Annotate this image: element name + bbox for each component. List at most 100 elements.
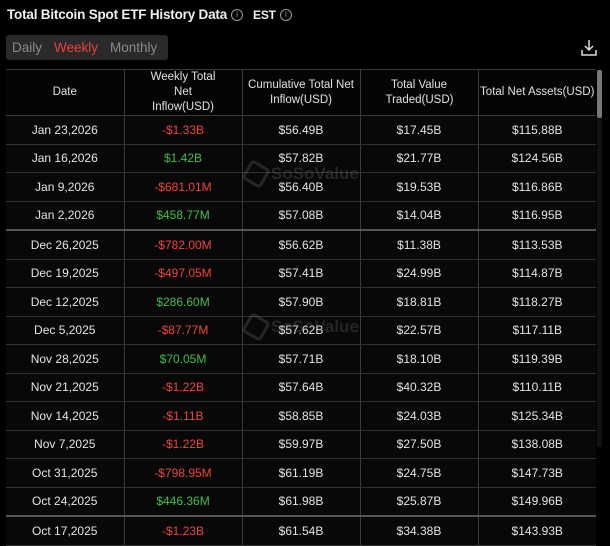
table-row[interactable]: Oct 17,2025 -$1.23B $61.54B $34.38B $143.93B [6,516,596,546]
cell-date: Dec 19,2025 [6,259,125,288]
cell-traded: $18.10B [360,344,479,374]
cell-date: Jan 23,2026 [6,115,125,145]
info-icon[interactable]: i [279,8,292,21]
column-header-cumulative-inflow[interactable]: Cumulative Total Net Inflow(USD) [242,69,361,116]
period-tabs: Daily Weekly Monthly [6,35,168,60]
cell-traded: $17.45B [360,115,479,145]
cell-weekly: -$1.11B [124,401,243,431]
table-header: Date Weekly Total Net Inflow(USD) Cumula… [6,69,596,116]
tab-monthly[interactable]: Monthly [110,40,158,55]
cell-date: Nov 21,2025 [6,373,125,402]
cell-assets: $117.11B [478,316,596,345]
cell-cumulative: $61.19B [242,458,361,488]
cell-cumulative: $57.82B [242,144,361,173]
tab-weekly[interactable]: Weekly [54,40,99,55]
scrollbar-thumb[interactable] [597,70,602,118]
cell-assets: $147.73B [478,458,596,488]
cell-cumulative: $57.64B [242,373,361,402]
cell-traded: $25.87B [360,487,479,517]
cell-date: Jan 2,2026 [6,201,125,231]
cell-date: Jan 16,2026 [6,144,125,173]
cell-traded: $11.38B [360,230,479,260]
scrollbar[interactable] [597,70,602,447]
title-text: Total Bitcoin Spot ETF History Data [7,7,228,22]
column-header-net-assets[interactable]: Total Net Assets(USD) [478,69,596,116]
cell-date: Jan 9,2026 [6,172,125,202]
cell-assets: $149.96B [478,487,596,517]
cell-weekly: -$1.23B [124,516,243,546]
cell-weekly: -$497.05M [124,259,243,288]
cell-cumulative: $56.49B [242,115,361,145]
etf-history-table: Date Weekly Total Net Inflow(USD) Cumula… [6,69,596,546]
cell-weekly: $70.05M [124,344,243,374]
cell-traded: $19.53B [360,172,479,202]
table-row[interactable]: Nov 7,2025 -$1.22B $59.97B $27.50B $138.08B [6,430,596,459]
cell-assets: $143.93B [478,516,596,546]
column-header-value-traded[interactable]: Total Value Traded(USD) [360,69,479,116]
cell-traded: $18.81B [360,287,479,317]
cell-cumulative: $57.62B [242,316,361,345]
cell-assets: $115.88B [478,115,596,145]
cell-assets: $114.87B [478,259,596,288]
table-row[interactable]: Jan 2,2026 $458.77M $57.08B $14.04B $116.95B [6,201,596,231]
table-row[interactable]: Dec 26,2025 -$782.00M $56.62B $11.38B $113.5… [6,230,596,260]
download-icon[interactable] [581,39,597,57]
cell-traded: $24.03B [360,401,479,431]
cell-cumulative: $61.98B [242,487,361,517]
cell-traded: $34.38B [360,516,479,546]
cell-traded: $24.75B [360,458,479,488]
column-header-weekly-inflow[interactable]: Weekly Total Net Inflow(USD) [124,69,243,116]
cell-weekly: $458.77M [124,201,243,231]
table-row[interactable]: Dec 5,2025 -$87.77M $57.62B $22.57B $117.11B [6,316,596,345]
table-row[interactable]: Oct 24,2025 $446.36M $61.98B $25.87B $149.96… [6,487,596,517]
cell-weekly: -$681.01M [124,172,243,202]
table-row[interactable]: Jan 9,2026 -$681.01M $56.40B $19.53B $116.86… [6,172,596,202]
cell-traded: $21.77B [360,144,479,173]
cell-cumulative: $58.85B [242,401,361,431]
tab-daily[interactable]: Daily [12,40,43,55]
cell-cumulative: $57.41B [242,259,361,288]
cell-assets: $110.11B [478,373,596,402]
cell-date: Oct 31,2025 [6,458,125,488]
column-header-date[interactable]: Date [6,69,125,116]
cell-cumulative: $56.40B [242,172,361,202]
cell-cumulative: $59.97B [242,430,361,459]
table-row[interactable]: Dec 19,2025 -$497.05M $57.41B $24.99B $114.8… [6,259,596,288]
cell-assets: $116.86B [478,172,596,202]
cell-date: Oct 24,2025 [6,487,125,517]
cell-assets: $119.39B [478,344,596,374]
cell-traded: $27.50B [360,430,479,459]
cell-cumulative: $57.90B [242,287,361,317]
cell-cumulative: $61.54B [242,516,361,546]
info-icon[interactable]: i [231,8,244,21]
table-row[interactable]: Oct 31,2025 -$798.95M $61.19B $24.75B $147.7… [6,458,596,488]
cell-assets: $118.27B [478,287,596,317]
cell-assets: $125.34B [478,401,596,431]
cell-date: Nov 28,2025 [6,344,125,374]
cell-weekly: -$1.22B [124,430,243,459]
cell-date: Dec 26,2025 [6,230,125,260]
cell-weekly: $446.36M [124,487,243,517]
cell-weekly: -$1.22B [124,373,243,402]
cell-weekly: -$798.95M [124,458,243,488]
cell-weekly: $286.60M [124,287,243,317]
cell-cumulative: $57.08B [242,201,361,231]
cell-assets: $138.08B [478,430,596,459]
table-row[interactable]: Nov 28,2025 $70.05M $57.71B $18.10B $119.39B [6,344,596,374]
cell-weekly: -$782.00M [124,230,243,260]
page-title: Total Bitcoin Spot ETF History Data i ES… [7,7,292,22]
cell-date: Nov 7,2025 [6,430,125,459]
cell-cumulative: $56.62B [242,230,361,260]
cell-traded: $24.99B [360,259,479,288]
table-row[interactable]: Nov 14,2025 -$1.11B $58.85B $24.03B $125.34B [6,401,596,431]
cell-date: Dec 12,2025 [6,287,125,317]
cell-traded: $14.04B [360,201,479,231]
table-row[interactable]: Jan 23,2026 -$1.33B $56.49B $17.45B $115.88B [6,115,596,145]
timezone-label: EST [253,7,276,22]
table-row[interactable]: Dec 12,2025 $286.60M $57.90B $18.81B $118.27… [6,287,596,317]
table-row[interactable]: Nov 21,2025 -$1.22B $57.64B $40.32B $110.11B [6,373,596,402]
cell-date: Nov 14,2025 [6,401,125,431]
cell-assets: $113.53B [478,230,596,260]
cell-cumulative: $57.71B [242,344,361,374]
table-row[interactable]: Jan 16,2026 $1.42B $57.82B $21.77B $124.56B [6,144,596,173]
